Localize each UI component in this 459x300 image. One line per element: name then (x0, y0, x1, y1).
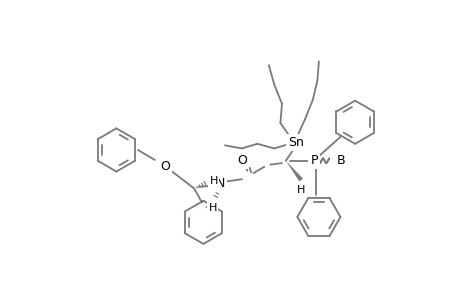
Text: H: H (209, 176, 218, 186)
Text: P: P (310, 154, 317, 167)
Text: B: B (336, 154, 345, 167)
Text: O: O (236, 154, 246, 167)
Text: P: P (310, 154, 317, 167)
Text: H: H (208, 203, 216, 213)
Text: Sn: Sn (287, 136, 303, 149)
Text: N: N (215, 177, 224, 190)
Text: N: N (215, 177, 224, 190)
Text: H: H (297, 185, 305, 195)
Text: H: H (297, 185, 305, 195)
Text: O: O (236, 154, 246, 167)
Text: O: O (160, 160, 169, 173)
Text: Sn: Sn (287, 136, 303, 149)
Text: H: H (209, 176, 218, 186)
Text: H: H (208, 203, 216, 213)
Text: O: O (160, 160, 169, 173)
Text: B: B (331, 154, 340, 167)
Text: B: B (336, 154, 345, 167)
Polygon shape (285, 161, 302, 182)
